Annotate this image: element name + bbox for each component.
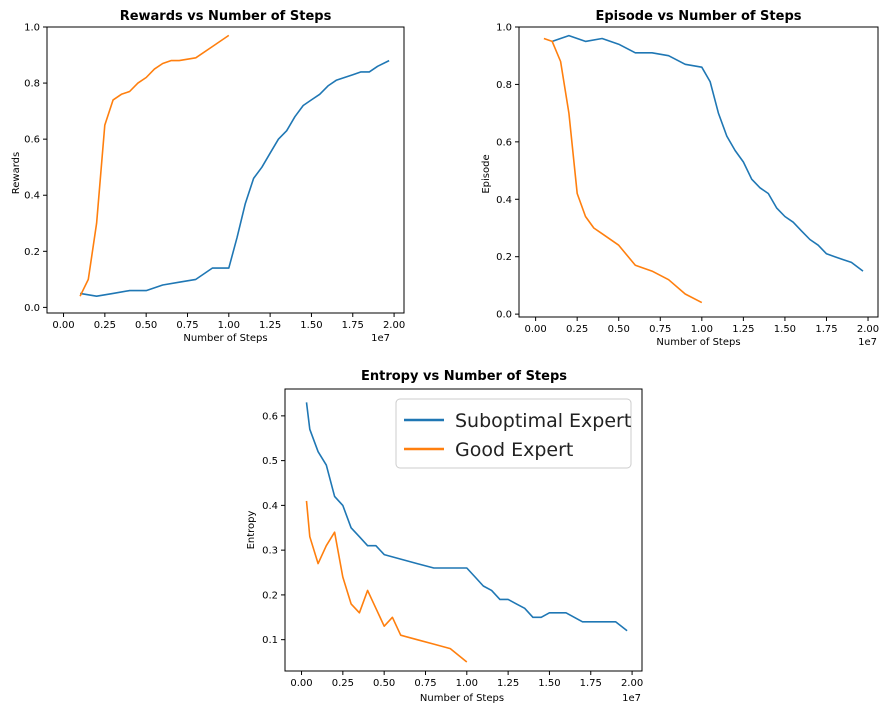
- entropy-x-scale-label: 1e7: [622, 693, 641, 704]
- rewards-x-label: Number of Steps: [183, 333, 267, 344]
- rewards-x-tick-label: 0.00: [52, 320, 74, 331]
- rewards-series-suboptimal: [79, 59, 390, 298]
- rewards-y-tick-label: 0.0: [24, 303, 40, 314]
- episode-x-tick-label: 1.75: [815, 324, 837, 335]
- rewards-x-tick-label: 0.75: [176, 320, 198, 331]
- entropy-x-tick-label: 1.50: [538, 678, 560, 689]
- entropy-y-tick-label: 0.1: [262, 635, 278, 646]
- episode-y-tick-label: 0.0: [496, 310, 512, 321]
- entropy-x-tick-label: 0.25: [332, 678, 354, 689]
- episode-y-tick-label: 0.2: [496, 252, 512, 263]
- entropy-y-tick-label: 0.5: [262, 456, 278, 467]
- episode-y-tick-label: 0.4: [496, 195, 512, 206]
- legend: Suboptimal Expert Good Expert: [395, 398, 632, 469]
- episode-x-tick-label: 1.00: [691, 324, 713, 335]
- entropy-y-label: Entropy: [246, 510, 257, 549]
- episode-x-tick-label: 0.50: [608, 324, 630, 335]
- entropy-x-tick-label: 0.75: [414, 678, 436, 689]
- rewards-panel: Rewards vs Number of Steps 0.00 0.25 0.50 0…: [11, 9, 405, 344]
- rewards-series: [79, 34, 390, 298]
- entropy-axes-frame: [284, 388, 643, 672]
- episode-x-tick-label: 0.75: [649, 324, 671, 335]
- rewards-y-tick-label: 0.2: [24, 247, 40, 258]
- rewards-ticks: 0.00 0.25 0.50 0.75 1.00 1.25 1.50 1.75 2.00 0.0 0…: [24, 23, 405, 332]
- entropy-panel: Entropy vs Number of Steps 0.00 0.25 0.50 0…: [246, 369, 643, 704]
- entropy-ticks: 0.00 0.25 0.50 0.75 1.00 1.25 1.50 1.75 2.00 0.1 0…: [262, 411, 643, 689]
- entropy-x-label: Number of Steps: [420, 693, 504, 704]
- episode-series-suboptimal: [551, 34, 864, 272]
- episode-x-tick-label: 1.25: [732, 324, 754, 335]
- entropy-y-tick-label: 0.6: [262, 411, 278, 422]
- episode-ticks: 0.00 0.25 0.50 0.75 1.00 1.25 1.50 1.75 2.00 0.0 0…: [496, 23, 879, 336]
- entropy-x-tick-label: 1.25: [497, 678, 519, 689]
- episode-title: Episode vs Number of Steps: [596, 9, 802, 24]
- rewards-series-good: [79, 34, 230, 297]
- rewards-x-tick-label: 0.50: [135, 320, 157, 331]
- legend-box: [395, 398, 632, 469]
- entropy-x-tick-label: 0.50: [373, 678, 395, 689]
- episode-axes-frame: [518, 26, 879, 318]
- episode-panel: Episode vs Number of Steps 0.00 0.25 0.50 0…: [481, 9, 879, 348]
- episode-x-tick-label: 0.00: [524, 324, 546, 335]
- rewards-title: Rewards vs Number of Steps: [120, 9, 332, 24]
- episode-x-tick-label: 1.50: [774, 324, 796, 335]
- rewards-x-tick-label: 2.00: [383, 320, 405, 331]
- episode-y-tick-label: 1.0: [496, 23, 512, 34]
- entropy-x-tick-label: 0.00: [290, 678, 312, 689]
- episode-x-label: Number of Steps: [656, 337, 740, 348]
- entropy-series-good: [305, 500, 468, 663]
- episode-y-label: Episode: [481, 154, 492, 193]
- episode-x-tick-label: 0.25: [566, 324, 588, 335]
- episode-series: [543, 34, 864, 304]
- legend-label-suboptimal: Suboptimal Expert: [455, 410, 631, 432]
- rewards-x-tick-label: 1.75: [342, 320, 364, 331]
- entropy-x-tick-label: 1.00: [456, 678, 478, 689]
- entropy-series: [305, 402, 628, 663]
- entropy-series-suboptimal: [305, 402, 628, 632]
- legend-label-good: Good Expert: [455, 439, 573, 461]
- entropy-x-tick-label: 2.00: [621, 678, 643, 689]
- episode-x-scale-label: 1e7: [858, 337, 877, 348]
- rewards-y-tick-label: 0.6: [24, 135, 40, 146]
- entropy-y-tick-label: 0.4: [262, 501, 278, 512]
- rewards-x-tick-label: 1.25: [259, 320, 281, 331]
- entropy-x-tick-label: 1.75: [580, 678, 602, 689]
- episode-x-tick-label: 2.00: [857, 324, 879, 335]
- entropy-y-tick-label: 0.2: [262, 590, 278, 601]
- episode-series-good: [543, 37, 703, 304]
- rewards-x-tick-label: 0.25: [94, 320, 116, 331]
- rewards-y-tick-label: 0.8: [24, 79, 40, 90]
- entropy-title: Entropy vs Number of Steps: [361, 369, 567, 384]
- rewards-axes-frame: [46, 26, 405, 314]
- rewards-y-tick-label: 1.0: [24, 23, 40, 34]
- rewards-x-tick-label: 1.00: [218, 320, 240, 331]
- episode-y-tick-label: 0.6: [496, 137, 512, 148]
- entropy-y-tick-label: 0.3: [262, 546, 278, 557]
- rewards-y-label: Rewards: [11, 152, 22, 194]
- episode-y-tick-label: 0.8: [496, 80, 512, 91]
- rewards-x-tick-label: 1.50: [300, 320, 322, 331]
- rewards-y-tick-label: 0.4: [24, 191, 40, 202]
- rewards-x-scale-label: 1e7: [371, 333, 390, 344]
